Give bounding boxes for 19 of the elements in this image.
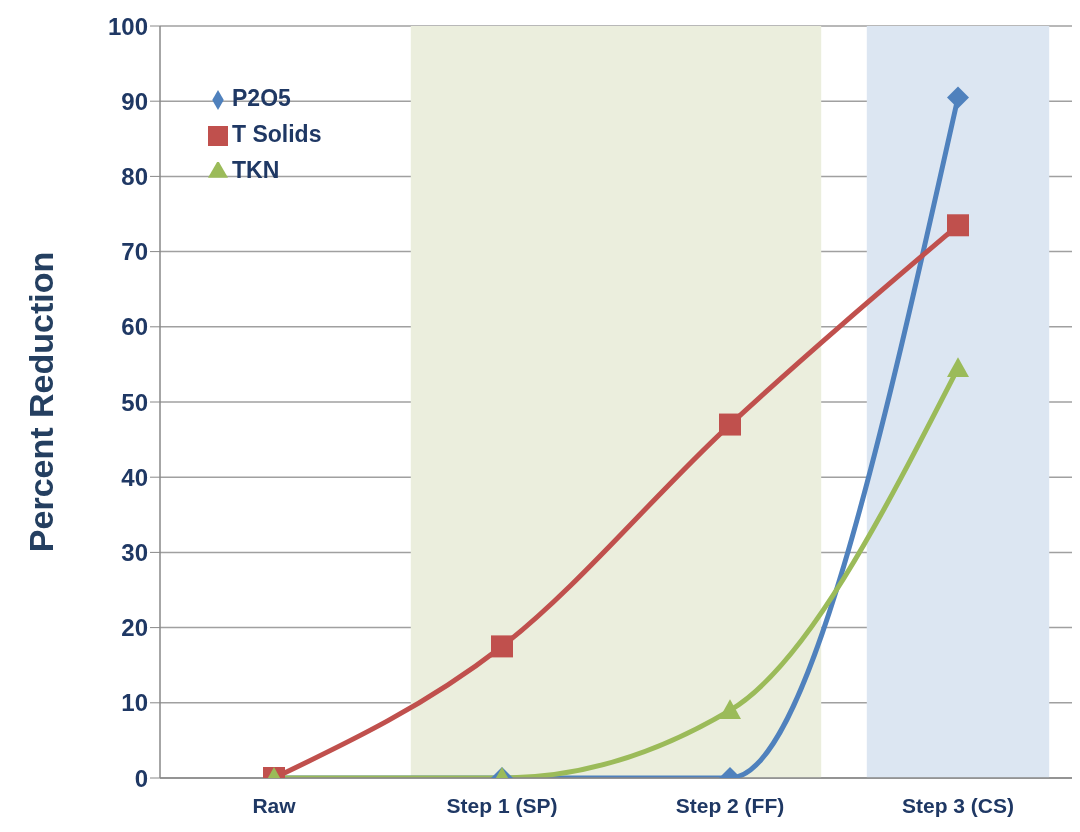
y-tick-label: 10 bbox=[121, 689, 148, 717]
y-tick-label: 70 bbox=[121, 238, 148, 266]
y-tick-label: 80 bbox=[121, 162, 148, 190]
y-tick-label: 0 bbox=[134, 764, 148, 792]
legend-label: P2O5 bbox=[232, 85, 291, 111]
y-tick-label: 30 bbox=[121, 538, 148, 566]
y-tick-label: 20 bbox=[121, 614, 148, 642]
y-tick-label: 100 bbox=[107, 12, 148, 40]
y-tick-label: 40 bbox=[121, 463, 148, 491]
x-tick-label: Step 3 (CS) bbox=[901, 793, 1015, 817]
x-tick-label: Step 2 (FF) bbox=[675, 793, 785, 817]
legend-label: T Solids bbox=[232, 121, 322, 147]
y-tick-label: 90 bbox=[121, 87, 148, 115]
y-tick-label: 60 bbox=[121, 313, 148, 341]
y-tick-label: 50 bbox=[121, 388, 148, 416]
x-tick-label: Step 1 (SP) bbox=[446, 793, 558, 817]
x-tick-label: Raw bbox=[252, 793, 297, 817]
legend-label: TKN bbox=[232, 157, 280, 183]
y-axis-title: Percent Reduction bbox=[22, 251, 61, 553]
